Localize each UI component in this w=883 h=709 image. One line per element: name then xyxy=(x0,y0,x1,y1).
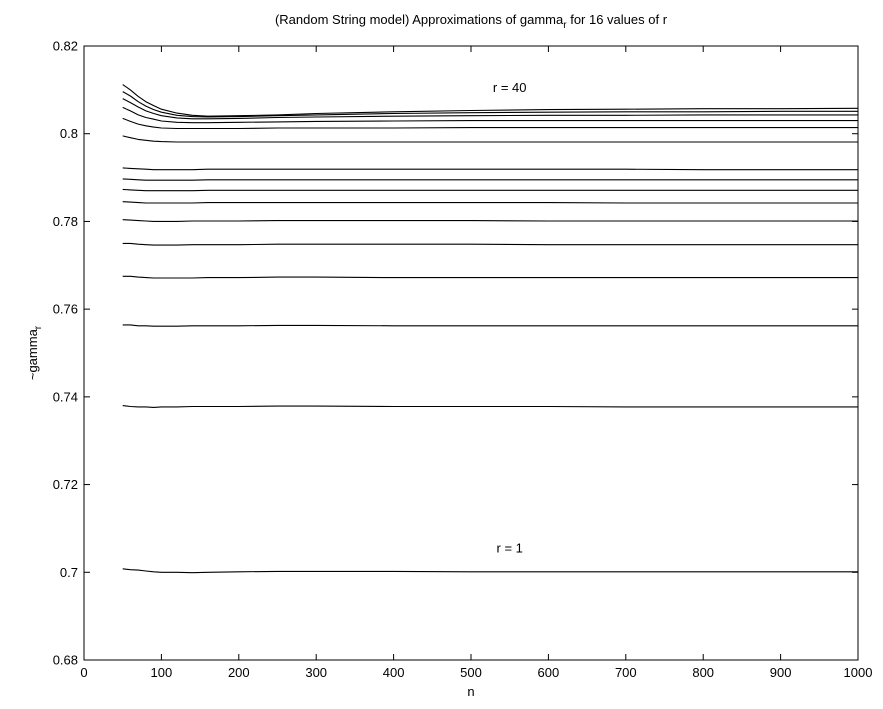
y-tick-label: 0.78 xyxy=(53,214,78,229)
x-tick-label: 0 xyxy=(80,665,87,680)
y-tick-label: 0.72 xyxy=(53,477,78,492)
series-line-8 xyxy=(122,188,858,192)
chart-title-main: (Random String model) Approximations of … xyxy=(275,12,564,27)
series-lines xyxy=(122,84,859,574)
series-line-14 xyxy=(122,98,858,120)
y-axis-label-subscript: r xyxy=(33,325,44,329)
series-line-5 xyxy=(122,242,858,246)
y-axis-label-main: ~gamma xyxy=(25,328,40,380)
series-line-4 xyxy=(122,275,858,279)
y-tick-label: 0.82 xyxy=(53,39,78,54)
x-tick-label: 800 xyxy=(692,665,714,680)
x-tick-label: 300 xyxy=(305,665,327,680)
y-axis-ticks: 0.68 0.7 0.72 0.74 0.76 0.78 0.8 0.82 xyxy=(53,39,858,668)
y-tick-label: 0.74 xyxy=(53,389,78,404)
series-line-15 xyxy=(122,91,858,118)
series-line-10 xyxy=(122,167,858,171)
chart-title: (Random String model) Approximations of … xyxy=(275,12,668,31)
x-axis-ticks: 0 100 200 300 400 500 600 700 800 900 1000 xyxy=(80,46,872,680)
series-line-13 xyxy=(122,106,858,124)
x-tick-label: 600 xyxy=(538,665,560,680)
chart-title-suffix: for 16 values of r xyxy=(567,12,668,27)
series-line-2 xyxy=(122,405,858,408)
series-line-3 xyxy=(122,324,858,327)
annotation-label: r = 40 xyxy=(493,80,527,95)
plot-area: 0 100 200 300 400 500 600 700 800 900 1000 0.68 0.7… xyxy=(53,39,873,681)
chart-title-subscript: r xyxy=(563,20,567,31)
x-tick-label: 900 xyxy=(770,665,792,680)
plot-frame xyxy=(83,45,859,661)
y-tick-label: 0.76 xyxy=(53,302,78,317)
series-line-6 xyxy=(122,219,858,222)
series-line-16 xyxy=(122,84,859,117)
x-tick-label: 200 xyxy=(228,665,250,680)
y-axis-label: ~gammar xyxy=(25,325,44,380)
y-tick-label: 0.68 xyxy=(53,653,78,668)
x-tick-label: 100 xyxy=(151,665,173,680)
series-line-12 xyxy=(122,117,858,130)
series-line-7 xyxy=(122,201,858,204)
x-tick-label: 700 xyxy=(615,665,637,680)
x-tick-label: 400 xyxy=(383,665,405,680)
series-line-11 xyxy=(122,135,858,143)
annotation-label: r = 1 xyxy=(497,541,523,556)
x-tick-label: 1000 xyxy=(844,665,873,680)
series-line-9 xyxy=(122,178,858,181)
x-axis-label: n xyxy=(467,684,474,699)
x-tick-label: 500 xyxy=(460,665,482,680)
annotations: r = 40 r = 1 xyxy=(493,80,527,556)
y-tick-label: 0.7 xyxy=(60,565,78,580)
series-line-1 xyxy=(122,568,858,574)
y-tick-label: 0.8 xyxy=(60,126,78,141)
